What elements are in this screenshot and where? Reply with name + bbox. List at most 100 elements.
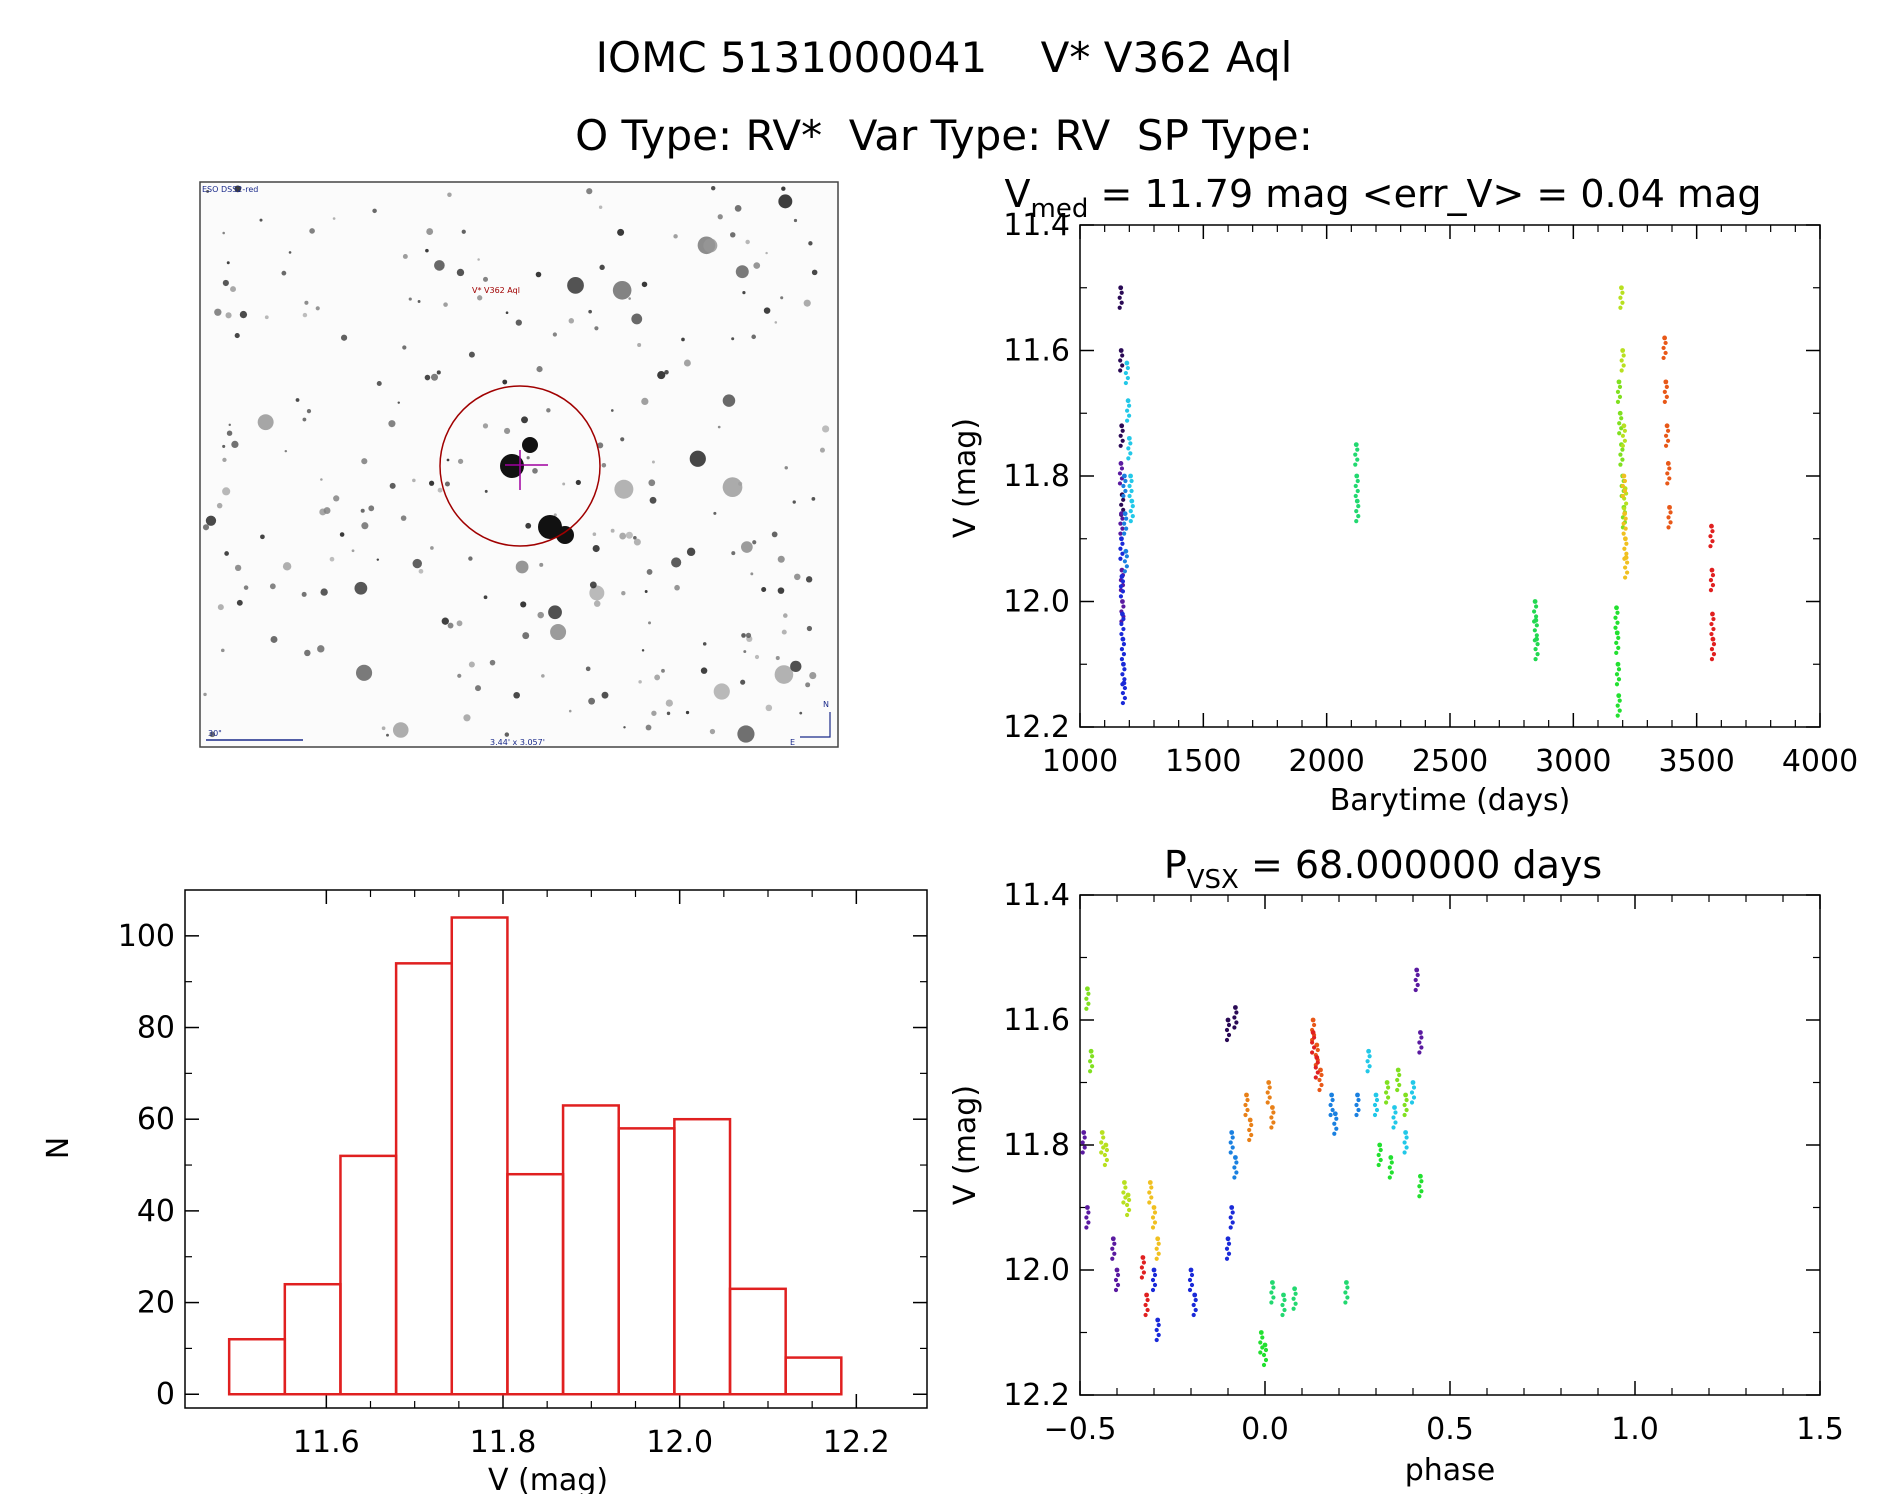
light-curve-point xyxy=(1122,473,1127,479)
finder-star xyxy=(734,204,742,212)
finder-star xyxy=(537,611,544,619)
finder-star xyxy=(594,326,599,331)
phased-curve-point-cluster xyxy=(1376,1152,1381,1158)
light-curve|0-xtick-label: 1000 xyxy=(1042,744,1118,779)
finder-star xyxy=(225,312,232,319)
finder-star xyxy=(525,522,532,529)
phased-curve-point-cluster xyxy=(1090,1054,1095,1059)
finder-star xyxy=(447,192,452,197)
phased-curve-title-rest: = 68.000000 days xyxy=(1239,843,1602,887)
light-curve-point-cluster xyxy=(1356,514,1361,519)
phased-curve-point-cluster xyxy=(1419,1189,1424,1194)
light-curve-point-cluster xyxy=(1618,295,1623,300)
phased-curve-point xyxy=(1140,1255,1146,1260)
phased-curve-point-cluster xyxy=(1263,1347,1269,1353)
finder-star xyxy=(765,704,773,712)
light-curve-point-cluster xyxy=(1614,672,1620,677)
light-curve-point-cluster xyxy=(1619,416,1624,421)
phased-curve-point xyxy=(1258,1330,1264,1335)
light-curve-points xyxy=(1117,285,1717,718)
phased-curve-point-cluster xyxy=(1154,1327,1159,1333)
phased-curve-point-cluster xyxy=(1417,1050,1422,1055)
phased-curve-point-cluster xyxy=(1247,1137,1252,1143)
finder-star xyxy=(412,478,416,483)
finder-star xyxy=(743,650,747,654)
finder-star xyxy=(778,194,793,209)
phased-curve-point-cluster xyxy=(1110,1256,1115,1261)
phased-curve-point-cluster xyxy=(1082,1135,1087,1140)
phased-curve-point-cluster xyxy=(1409,1090,1415,1095)
finder-star-bright xyxy=(500,454,524,478)
phased-curve-point-cluster xyxy=(1232,1015,1237,1020)
light-curve-point-cluster xyxy=(1620,493,1625,499)
finder-star xyxy=(793,218,798,223)
light-curve-point-cluster xyxy=(1622,428,1627,433)
phased-curve-point xyxy=(1151,1205,1157,1210)
phased-curve-point-cluster xyxy=(1328,1112,1333,1118)
finder-star xyxy=(418,568,424,574)
light-curve-point-cluster xyxy=(1118,556,1123,561)
finder-star xyxy=(597,442,604,449)
finder-star xyxy=(588,309,592,314)
light-curve-point-cluster xyxy=(1613,625,1618,630)
phased-curve-point-cluster xyxy=(1189,1282,1195,1288)
finder-star xyxy=(648,621,652,625)
light-curve-point-cluster xyxy=(1119,621,1124,627)
light-curve-point-cluster xyxy=(1120,690,1126,696)
phased-curve-point-cluster xyxy=(1395,1077,1400,1083)
phased-curve-point-cluster xyxy=(1386,1095,1391,1100)
finder-star xyxy=(754,654,760,660)
phased-curve-point-cluster xyxy=(1150,1277,1156,1283)
light-curve-point-cluster xyxy=(1122,531,1127,536)
light-curve-point-cluster xyxy=(1662,389,1667,394)
phased-curve-chart: PVSX = 68.000000 days −0.5 0.0 0.5 1.0 1.5 11… xyxy=(948,843,1844,1488)
phased-curve-point-cluster xyxy=(1293,1291,1298,1296)
phased-curve-point-cluster xyxy=(1086,991,1091,996)
finder-star xyxy=(539,562,544,567)
light-curve-point-cluster xyxy=(1620,483,1625,489)
phased-curve-point-cluster xyxy=(1099,1150,1104,1155)
phased-curve-point-cluster xyxy=(1334,1126,1339,1131)
phased-curve-point xyxy=(1122,1180,1127,1185)
phased-curve-point-cluster xyxy=(1121,1190,1126,1195)
finder-star xyxy=(376,558,380,561)
phased-curve-point-cluster xyxy=(1154,1337,1159,1343)
phased-curve-ylabel: V (mag) xyxy=(948,1085,983,1205)
light-curve-point-cluster xyxy=(1125,418,1130,423)
finder-star xyxy=(567,277,584,294)
finder-star xyxy=(430,546,434,550)
finder-star xyxy=(243,585,249,590)
phased-curve-point-cluster xyxy=(1267,1095,1272,1100)
phased-curve-point-cluster xyxy=(1417,1040,1422,1045)
light-curve-point-cluster xyxy=(1664,394,1669,399)
finder-star xyxy=(763,307,771,314)
finder-star xyxy=(641,281,648,288)
phased-curve-point-cluster xyxy=(1149,1195,1154,1200)
finder-star xyxy=(552,332,557,337)
finder-stars xyxy=(202,185,830,743)
finder-star xyxy=(424,374,431,381)
phased-curve-point-cluster xyxy=(1404,1135,1409,1140)
phased-curve-point-cluster xyxy=(1330,1097,1335,1103)
phased-curve-point-cluster xyxy=(1156,1322,1161,1328)
light-curve-point-cluster xyxy=(1127,413,1132,418)
phased-curve-point-cluster xyxy=(1345,1285,1350,1290)
finder-star xyxy=(805,576,813,583)
light-curve-point-cluster xyxy=(1710,573,1716,578)
phased-curve-title-sub: VSX xyxy=(1187,865,1239,895)
finder-star xyxy=(400,515,407,521)
phased-curve-point-cluster xyxy=(1080,1140,1085,1145)
finder-star xyxy=(784,466,788,470)
light-curve-point-cluster xyxy=(1120,363,1125,368)
phased-curve-point-cluster xyxy=(1419,1035,1424,1040)
light-curve|0-xtick-label: 1500 xyxy=(1165,744,1241,779)
light-curve-point-cluster xyxy=(1117,305,1122,310)
phased-curve-frame xyxy=(1079,894,1821,1396)
light-curve-point xyxy=(1621,473,1627,479)
histogram-frame xyxy=(184,889,928,1409)
fov-label: 3.44' x 3.057' xyxy=(490,738,545,747)
light-curve-point xyxy=(1662,335,1667,341)
light-curve-point-cluster xyxy=(1121,497,1126,502)
finder-star xyxy=(648,479,656,487)
light-curve-point-cluster xyxy=(1616,645,1621,650)
